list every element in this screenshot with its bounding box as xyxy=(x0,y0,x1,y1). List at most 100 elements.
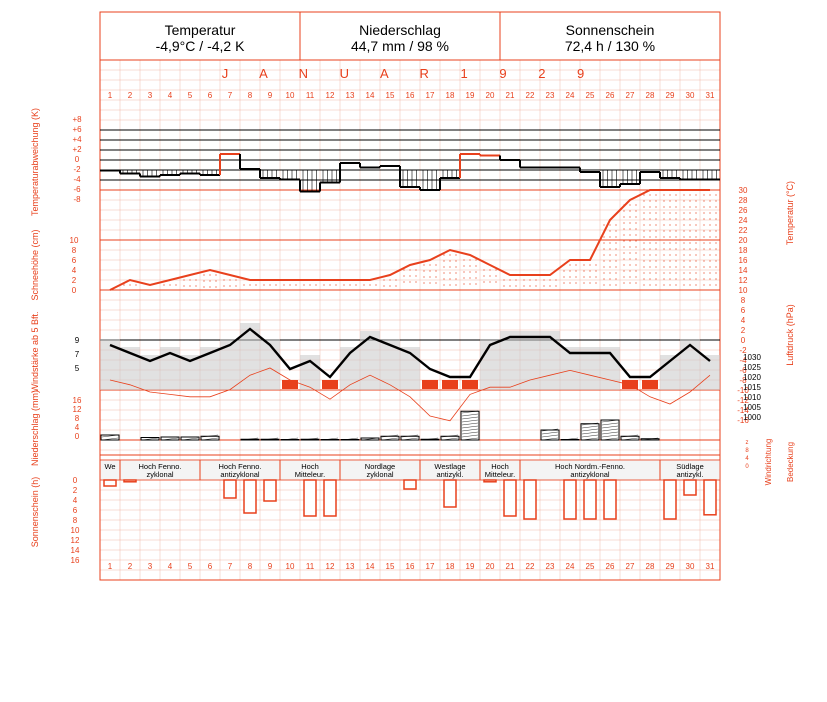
weather-type-label: Südlage xyxy=(676,462,704,471)
snow-dot xyxy=(683,194,685,196)
snow-dot xyxy=(383,285,385,287)
header-sunshine: Sonnenschein 72,4 h / 130 % xyxy=(500,12,720,58)
precip-axis-title: Niederschlag (mm) xyxy=(30,390,40,466)
snow-dot xyxy=(703,218,705,220)
snow-dot xyxy=(563,270,565,272)
precip-hatch xyxy=(461,416,479,420)
precip-bar xyxy=(460,410,480,441)
temp-tick: -4 xyxy=(739,356,747,365)
sunshine-bar xyxy=(683,479,697,496)
precip-bar xyxy=(260,438,280,441)
precip-hatch xyxy=(461,437,479,441)
snow-dot xyxy=(675,212,677,214)
snow-dot xyxy=(635,258,637,260)
snow-dot xyxy=(609,278,611,280)
snow-dot xyxy=(443,284,445,286)
snow-dot xyxy=(649,272,651,274)
wind-band xyxy=(500,331,520,390)
precip-hatch xyxy=(641,437,659,441)
snow-dot xyxy=(669,200,671,202)
snow-dot xyxy=(303,284,305,286)
snow-dot xyxy=(615,278,617,280)
day-label-top: 21 xyxy=(506,91,515,100)
precip-hatch xyxy=(461,413,479,417)
snow-dot xyxy=(715,272,717,274)
snow-dot xyxy=(635,264,637,266)
snow-dot xyxy=(555,285,557,287)
snow-dot xyxy=(715,260,717,262)
snow-dot xyxy=(635,252,637,254)
snow-dot xyxy=(603,230,605,232)
snow-dot xyxy=(669,278,671,280)
snow-dot xyxy=(175,284,177,286)
pressure-tick: 1030 xyxy=(743,353,761,362)
day-label-top: 25 xyxy=(586,91,595,100)
snow-dot xyxy=(655,242,657,244)
snow-dot xyxy=(635,276,637,278)
snow-dot xyxy=(669,242,671,244)
temp-tick: 2 xyxy=(741,326,746,335)
sun-tick: 14 xyxy=(71,546,80,555)
precip-hatch xyxy=(601,425,619,429)
snow-dot xyxy=(655,278,657,280)
snow-dot xyxy=(595,270,597,272)
sunshine-bar xyxy=(443,479,457,508)
temp-dev-tick: 0 xyxy=(75,155,80,164)
snow-dot xyxy=(649,212,651,214)
snow-dot xyxy=(623,222,625,224)
precip-bar xyxy=(160,436,180,441)
snow-dot xyxy=(455,284,457,286)
snow-dot xyxy=(629,276,631,278)
precip-hatch xyxy=(201,434,219,438)
snow-dot xyxy=(623,240,625,242)
day-label-top: 20 xyxy=(486,91,495,100)
precip-title: Niederschlag xyxy=(359,22,441,38)
precip-hatch xyxy=(321,437,339,441)
temp-tick: 10 xyxy=(739,286,748,295)
snow-dot xyxy=(563,276,565,278)
precip-bar xyxy=(280,439,300,441)
snow-tick: 6 xyxy=(72,256,77,265)
snow-dot xyxy=(709,224,711,226)
snow-dot xyxy=(643,248,645,250)
precip-hatch xyxy=(241,437,259,441)
snow-dot xyxy=(689,272,691,274)
precip-hatch xyxy=(581,434,599,438)
snow-dot xyxy=(649,278,651,280)
snow-dot xyxy=(715,278,717,280)
snow-dot xyxy=(649,254,651,256)
snow-dot xyxy=(703,212,705,214)
snow-dot xyxy=(203,280,205,282)
precip-hatch xyxy=(601,431,619,435)
snow-dot xyxy=(649,206,651,208)
day-label-top: 16 xyxy=(406,91,415,100)
snow-dot xyxy=(443,272,445,274)
day-label-bottom: 10 xyxy=(286,562,295,571)
snow-dot xyxy=(309,284,311,286)
weather-type-label: antizyklonal xyxy=(570,470,610,479)
snow-dot xyxy=(623,270,625,272)
snow-dot xyxy=(609,242,611,244)
snow-dot xyxy=(623,228,625,230)
precip-hatch xyxy=(621,437,639,441)
snow-dot xyxy=(609,224,611,226)
snow-dot xyxy=(649,224,651,226)
snow-dot xyxy=(423,282,425,284)
day-label-top: 15 xyxy=(386,91,395,100)
snow-dot xyxy=(275,284,277,286)
snow-dot xyxy=(629,222,631,224)
temp-tick: -8 xyxy=(739,376,747,385)
temp-tick: 26 xyxy=(739,206,748,215)
snow-dot xyxy=(209,280,211,282)
snow-dot xyxy=(483,275,485,277)
precip-hatch xyxy=(461,425,479,429)
snow-dot xyxy=(683,236,685,238)
snow-dot xyxy=(669,272,671,274)
snow-dot xyxy=(643,242,645,244)
snow-dot xyxy=(635,246,637,248)
day-label-top: 4 xyxy=(168,91,173,100)
snow-dot xyxy=(623,234,625,236)
precip-hatch xyxy=(601,437,619,441)
snow-dot xyxy=(649,260,651,262)
snow-dot xyxy=(463,277,465,279)
